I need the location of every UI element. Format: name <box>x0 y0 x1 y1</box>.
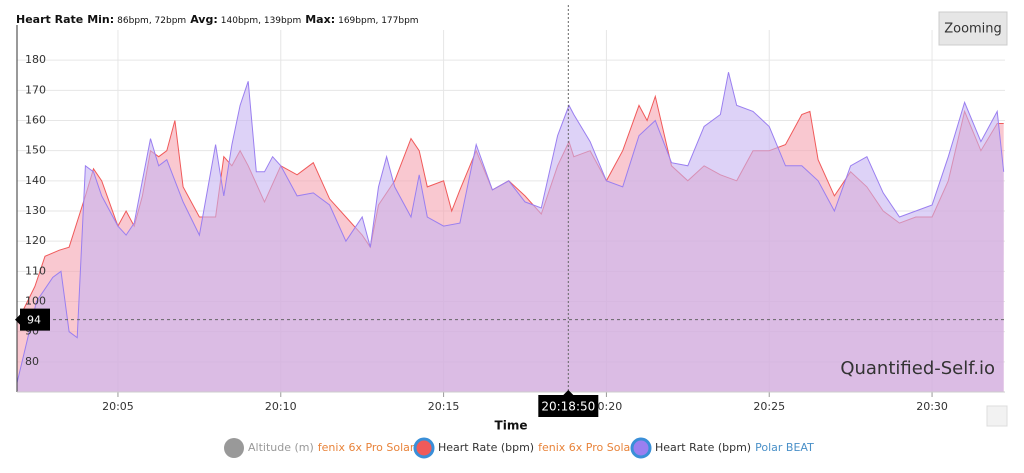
title-part: Avg: <box>190 13 218 26</box>
y-tick-label: 80 <box>25 355 39 368</box>
button-background[interactable] <box>938 11 1008 46</box>
title-part: Max: <box>305 13 335 26</box>
cursor-x-label: 20:18:50 <box>541 400 595 414</box>
legend-device: fenix 6x Pro Solar <box>538 441 635 454</box>
watermark: Quantified-Self.io <box>840 358 995 379</box>
y-tick-label: 110 <box>25 264 46 277</box>
zoom-button[interactable]: Zooming <box>938 11 1008 46</box>
button-label[interactable]: Zooming <box>944 22 1002 37</box>
legend-device: fenix 6x Pro Solar <box>318 441 415 454</box>
legend-item[interactable]: Heart Rate (bpm) fenix 6x Pro Solar <box>413 437 635 459</box>
x-tick-label: 20:25 <box>753 400 785 413</box>
y-tick-label: 170 <box>25 83 46 96</box>
area-fill <box>17 72 1004 392</box>
legend-name: Heart Rate (bpm) <box>438 441 534 454</box>
x-tick-label: 20:30 <box>916 400 948 413</box>
y-tick-label: 160 <box>25 114 46 127</box>
x-tick-label: 20:05 <box>102 400 134 413</box>
cursor-y-label: 94 <box>27 314 41 327</box>
y-tick-label: 130 <box>25 204 46 217</box>
cursor-x-label-box <box>538 395 599 417</box>
title-part: 169bpm, 177bpm <box>338 16 418 26</box>
legend-swatch <box>224 438 244 458</box>
legend-item[interactable]: Altitude (m) fenix 6x Pro Solar <box>224 438 415 458</box>
reset-button[interactable] <box>986 405 1008 427</box>
title-part: 140bpm, 139bpm <box>221 16 301 26</box>
legend-item[interactable]: Heart Rate (bpm) Polar BEAT <box>630 437 814 459</box>
y-tick-label: 120 <box>25 234 46 247</box>
title-part: Min: <box>87 13 114 26</box>
x-axis-label: Time <box>495 419 528 433</box>
x-tick-label: 20:20 <box>591 400 623 413</box>
legend-label: Heart Rate (bpm) Polar BEAT <box>655 441 814 454</box>
y-tick-label: 140 <box>25 174 46 187</box>
title-part: 86bpm, 72bpm <box>117 16 186 26</box>
y-tick-label: 100 <box>25 295 46 308</box>
x-tick-label: 20:10 <box>265 400 297 413</box>
cursor-x-label-arrow <box>563 390 574 395</box>
legend-name: Heart Rate (bpm) <box>655 441 751 454</box>
legend-swatch <box>630 437 652 459</box>
cursor-y-label-box <box>15 308 50 331</box>
x-tick-label: 20:15 <box>428 400 460 413</box>
legend-label: Heart Rate (bpm) fenix 6x Pro Solar <box>438 441 635 454</box>
y-tick-label: 180 <box>25 53 46 66</box>
y-tick-label: 150 <box>25 144 46 157</box>
area-line <box>16 72 1005 384</box>
legend-name: Altitude (m) <box>248 441 314 454</box>
chart-title: Heart Rate Min: 86bpm, 72bpm Avg: 140bpm, 13… <box>16 13 419 26</box>
legend-label: Altitude (m) fenix 6x Pro Solar <box>248 441 415 454</box>
title-part: Heart Rate <box>16 13 83 26</box>
legend-device: Polar BEAT <box>755 441 814 454</box>
legend-swatch <box>413 437 435 459</box>
